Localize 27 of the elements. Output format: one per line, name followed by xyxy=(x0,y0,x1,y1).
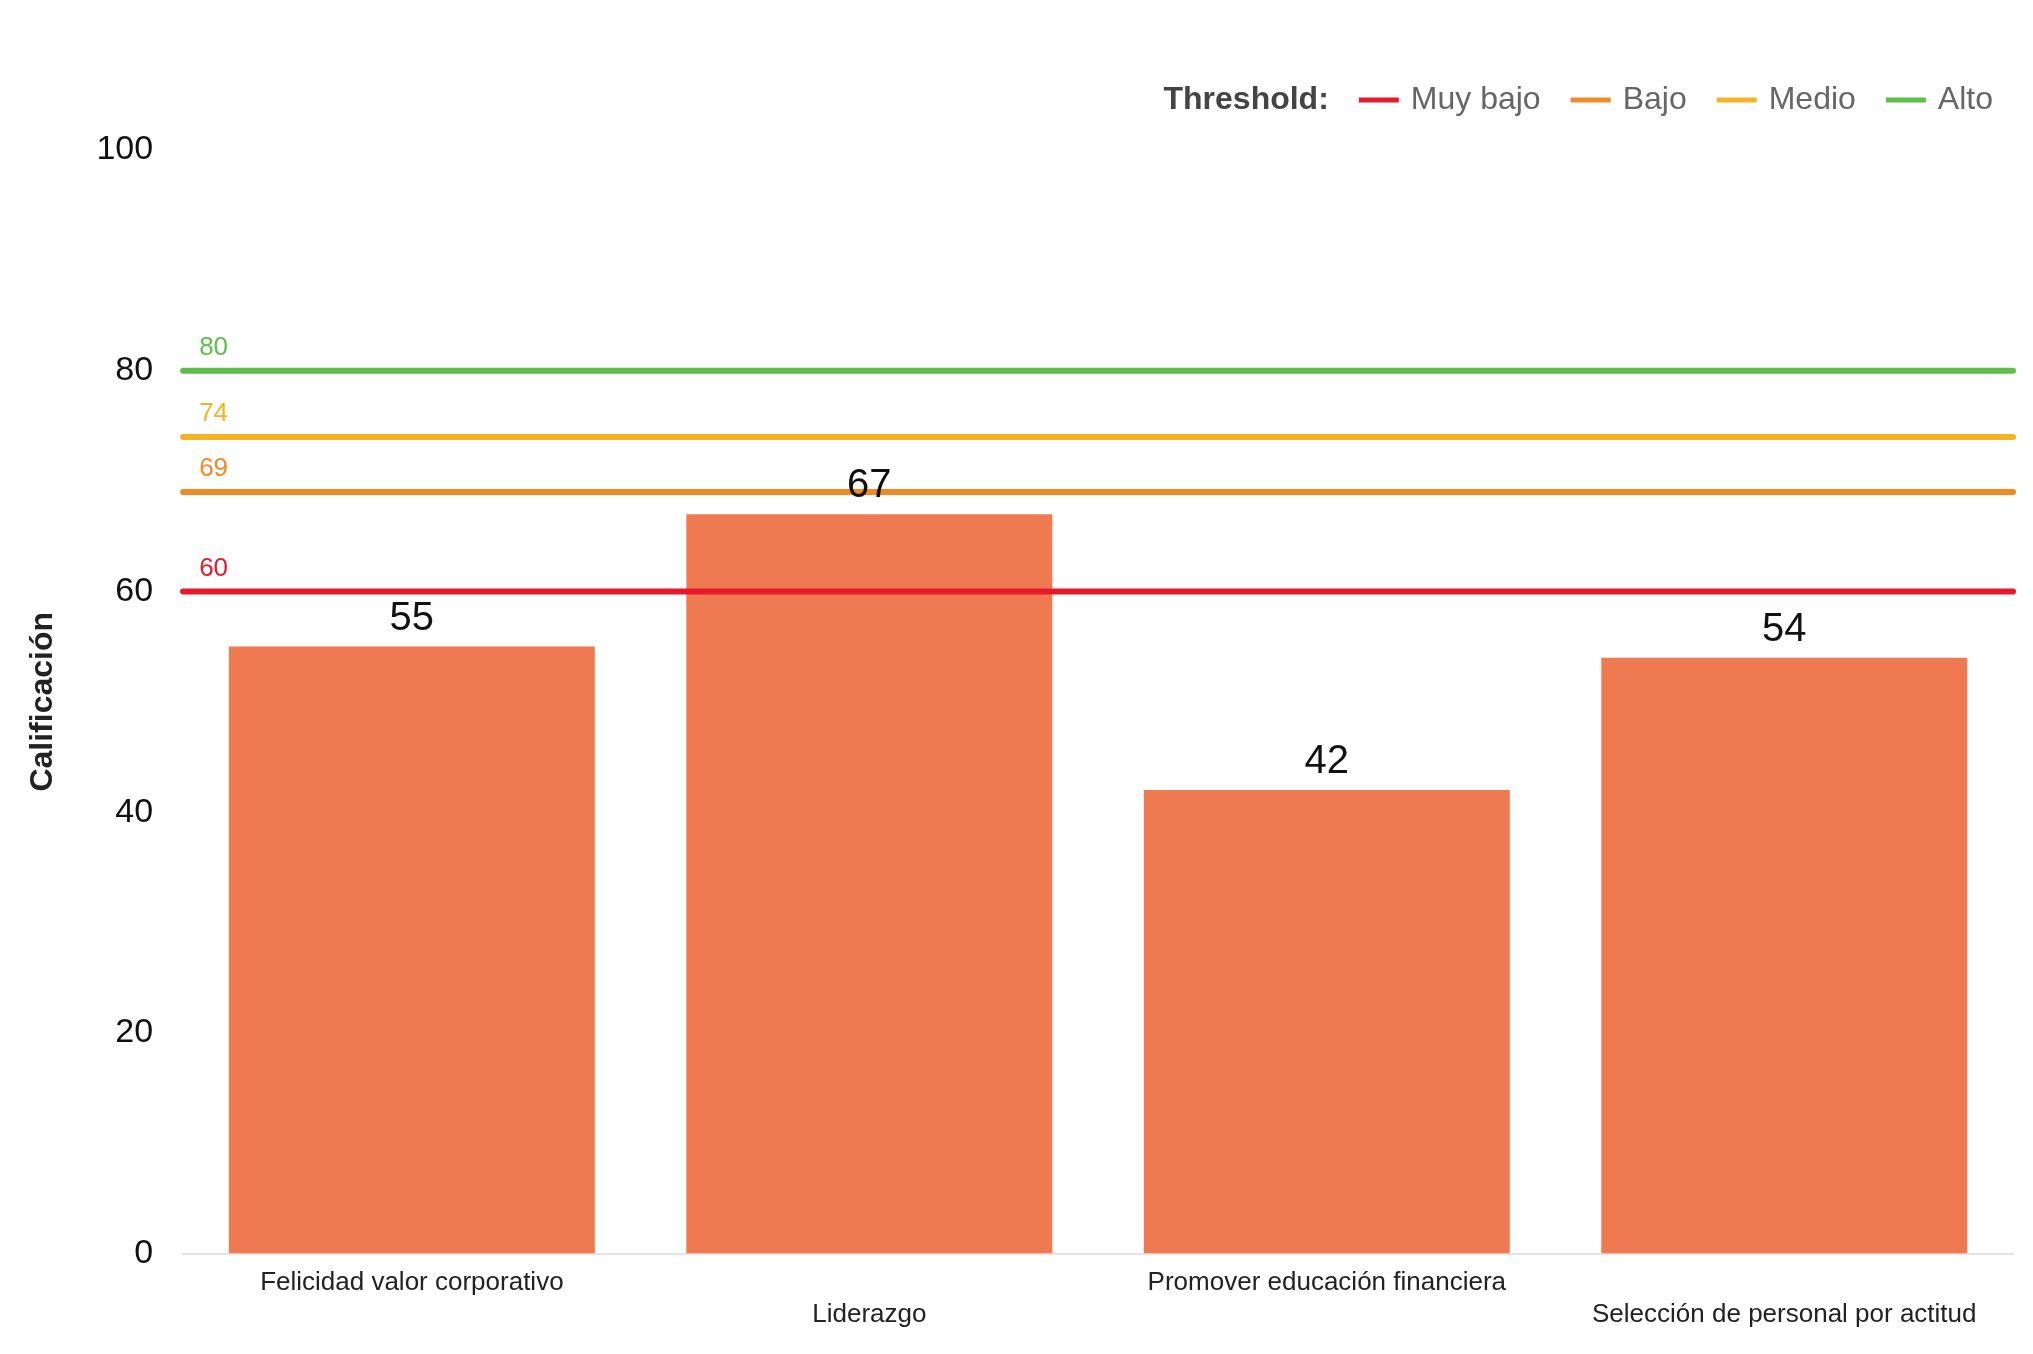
y-tick-label: 80 xyxy=(115,349,154,388)
annotation: 74 xyxy=(199,397,229,428)
bar xyxy=(1601,657,1968,1254)
x-tick-label: Selección de personal por actitud xyxy=(1592,1297,1977,1328)
y-axis-title: Calificación xyxy=(23,612,60,792)
legend-label: Bajo xyxy=(1622,79,1687,116)
y-tick-label: 0 xyxy=(134,1231,154,1270)
legend-label: Muy bajo xyxy=(1410,79,1541,116)
legend-label: Alto xyxy=(1937,79,1993,116)
data-label: 55 xyxy=(389,593,435,638)
y-tick-label: 40 xyxy=(115,790,154,829)
data-label: 42 xyxy=(1304,737,1350,782)
y-tick-label: 100 xyxy=(96,128,154,167)
y-tick-label: 20 xyxy=(115,1011,154,1050)
x-tick-label: Promover educación financiera xyxy=(1147,1266,1507,1297)
x-tick-label: Liderazgo xyxy=(812,1297,927,1328)
legend-title: Threshold: xyxy=(1163,79,1329,116)
bar xyxy=(228,646,595,1254)
x-tick-label: Felicidad valor corporativo xyxy=(260,1266,564,1297)
data-label: 54 xyxy=(1762,604,1807,649)
annotation: 69 xyxy=(199,452,229,483)
bar xyxy=(686,514,1053,1254)
annotation: 80 xyxy=(199,330,229,361)
annotation: 60 xyxy=(199,551,229,582)
bar xyxy=(1143,790,1510,1254)
legend-label: Medio xyxy=(1768,79,1856,116)
y-tick-label: 60 xyxy=(115,569,154,608)
